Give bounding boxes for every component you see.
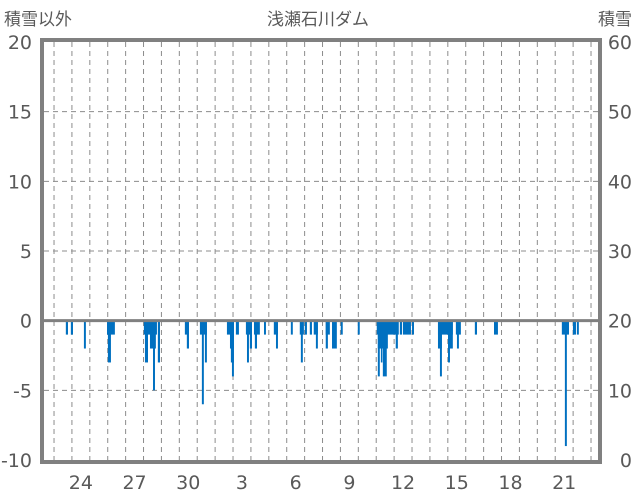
bar bbox=[332, 320, 337, 349]
bar bbox=[572, 320, 576, 335]
x-tick-label: 15 bbox=[445, 472, 469, 494]
bars bbox=[65, 320, 579, 447]
bar bbox=[149, 320, 156, 349]
bar bbox=[325, 320, 328, 349]
plot-frame bbox=[40, 38, 602, 464]
y-tick-label: -5 bbox=[13, 380, 32, 402]
bar bbox=[309, 320, 312, 335]
x-tick-label: 27 bbox=[122, 472, 146, 494]
y2-tick-label: 30 bbox=[608, 241, 632, 263]
bar bbox=[564, 320, 567, 447]
y2-tick-label: 50 bbox=[608, 102, 632, 124]
bar bbox=[300, 320, 303, 363]
y-tick-label: 20 bbox=[8, 32, 32, 54]
y-tick-label: 10 bbox=[8, 171, 32, 193]
bar bbox=[340, 320, 343, 335]
x-tick-label: 3 bbox=[236, 472, 248, 494]
bar bbox=[290, 320, 293, 335]
bar bbox=[235, 320, 239, 335]
y2-tick-label: 0 bbox=[620, 450, 632, 472]
bar bbox=[83, 320, 86, 349]
bar bbox=[231, 320, 234, 377]
bar bbox=[494, 320, 498, 335]
bar bbox=[395, 320, 398, 349]
bar bbox=[576, 320, 579, 335]
y2-tick-label: 60 bbox=[608, 32, 632, 54]
bar bbox=[157, 320, 160, 363]
bar bbox=[153, 320, 155, 391]
bar bbox=[201, 320, 204, 405]
bar bbox=[204, 320, 207, 363]
bar bbox=[107, 320, 115, 335]
bar bbox=[186, 320, 189, 349]
right-axis-label: 積雪 bbox=[598, 10, 632, 30]
bar bbox=[313, 320, 318, 335]
bar bbox=[447, 320, 450, 363]
bar bbox=[245, 320, 252, 335]
y-tick-label: 0 bbox=[20, 311, 32, 333]
y2-tick-label: 20 bbox=[608, 311, 632, 333]
bar bbox=[275, 320, 278, 349]
x-tick-label: 30 bbox=[176, 472, 200, 494]
bar bbox=[377, 320, 380, 377]
chart-title: 浅瀬石川ダム bbox=[267, 10, 369, 30]
bar bbox=[249, 320, 252, 349]
y-tick-label: -10 bbox=[1, 450, 32, 472]
x-tick-label: 6 bbox=[290, 472, 302, 494]
bar bbox=[107, 320, 111, 363]
bar bbox=[254, 320, 258, 349]
bar bbox=[447, 320, 453, 349]
x-tick-label: 12 bbox=[391, 472, 415, 494]
y2-tick-label: 40 bbox=[608, 171, 632, 193]
bar bbox=[456, 320, 459, 349]
bar bbox=[380, 320, 383, 363]
bar bbox=[474, 320, 477, 335]
y-tick-label: 15 bbox=[8, 102, 32, 124]
bar bbox=[437, 320, 442, 349]
bar bbox=[382, 320, 387, 377]
bar bbox=[263, 320, 266, 335]
bar bbox=[315, 320, 318, 349]
bar bbox=[144, 320, 148, 363]
x-tick-label: 9 bbox=[343, 472, 355, 494]
left-axis-label: 積雪以外 bbox=[4, 10, 72, 30]
bar bbox=[412, 320, 414, 335]
bar bbox=[399, 320, 402, 335]
bar bbox=[439, 320, 442, 377]
bar bbox=[70, 320, 73, 335]
x-tick-label: 24 bbox=[69, 472, 93, 494]
bar bbox=[402, 320, 411, 335]
bar bbox=[65, 320, 68, 335]
y-tick-label: 5 bbox=[20, 241, 32, 263]
axes bbox=[40, 38, 602, 464]
x-tick-label: 21 bbox=[552, 472, 576, 494]
x-tick-label: 18 bbox=[498, 472, 522, 494]
y2-tick-label: 10 bbox=[608, 380, 632, 402]
bar bbox=[357, 320, 360, 335]
bar bbox=[273, 320, 278, 335]
gridlines bbox=[44, 42, 598, 460]
bar bbox=[304, 320, 307, 335]
bar bbox=[246, 320, 249, 363]
